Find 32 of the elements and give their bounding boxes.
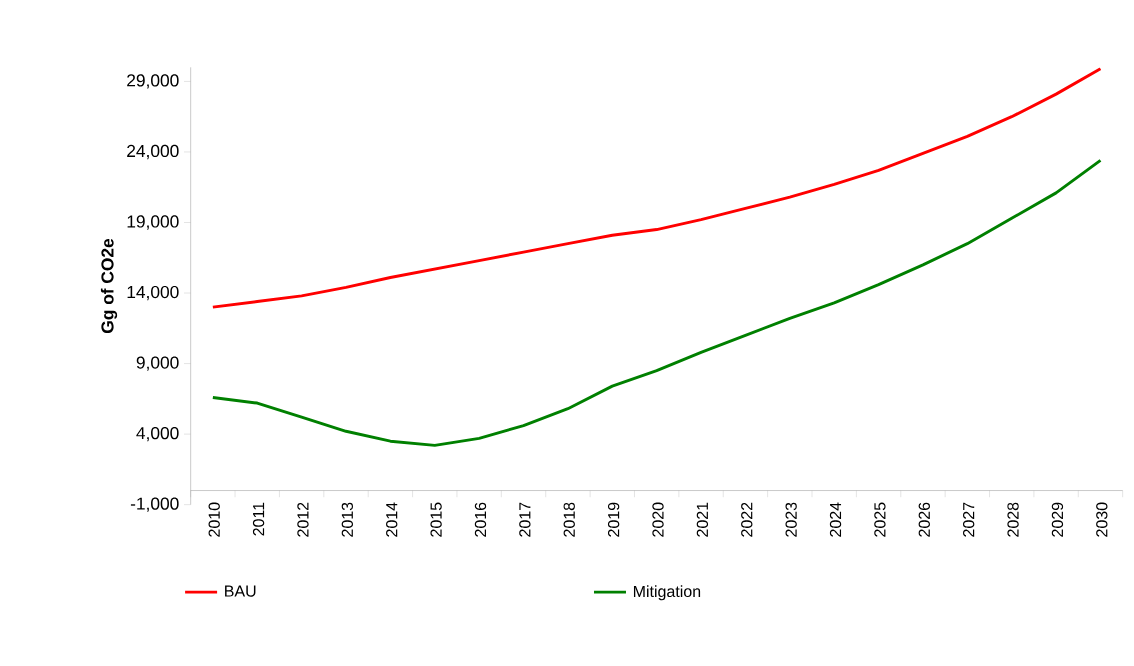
x-tick-label: 2028 bbox=[1007, 502, 1019, 537]
y-tick-label: 9,000 bbox=[136, 356, 179, 371]
legend-label: BAU bbox=[225, 585, 256, 597]
x-tick-label: 2017 bbox=[519, 502, 531, 537]
legend-label: Mitigation bbox=[633, 585, 701, 601]
y-tick-label: 19,000 bbox=[127, 215, 179, 230]
x-tick-label: 2013 bbox=[341, 502, 353, 537]
x-tick-label: 2018 bbox=[563, 502, 575, 537]
x-tick-label: 2029 bbox=[1051, 502, 1064, 537]
x-tick-label: 2020 bbox=[652, 502, 664, 537]
x-tick-label: 2024 bbox=[829, 502, 842, 537]
y-tick-label: 14,000 bbox=[127, 285, 179, 301]
y-tick-label: 24,000 bbox=[127, 144, 179, 160]
x-tick-label: 2025 bbox=[874, 502, 886, 537]
x-tick-label: 2030 bbox=[1096, 502, 1108, 537]
x-tick-label: 2023 bbox=[785, 502, 797, 537]
y-tick-label: -1,000 bbox=[130, 497, 179, 512]
x-tick-label: 2019 bbox=[607, 502, 620, 537]
x-tick-label: 2012 bbox=[297, 502, 309, 537]
x-tick-label: 2014 bbox=[386, 502, 398, 537]
y-tick-label: 29,000 bbox=[127, 74, 179, 89]
x-tick-label: 2010 bbox=[208, 502, 220, 537]
x-tick-label: 2027 bbox=[963, 502, 975, 537]
x-tick-label: 2022 bbox=[741, 502, 753, 537]
line-series bbox=[211, 158, 1102, 447]
x-tick-label: 2016 bbox=[474, 502, 487, 537]
x-tick-label: 2021 bbox=[696, 502, 709, 537]
x-tick-label: 2015 bbox=[430, 502, 442, 537]
x-tick-label: 2011 bbox=[252, 502, 265, 536]
x-tick-label: 2026 bbox=[918, 502, 930, 537]
y-tick-label: 4,000 bbox=[136, 426, 179, 442]
y-axis-title: Gg of CO2e bbox=[100, 238, 118, 333]
